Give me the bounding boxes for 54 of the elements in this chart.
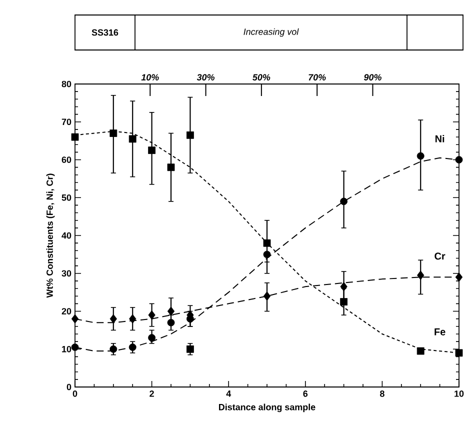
point <box>186 345 194 353</box>
x-tick-label: 4 <box>226 390 232 397</box>
x2-tick-label: 90% <box>364 74 382 80</box>
y-tick-label: 40 <box>62 232 72 239</box>
legend-label: Ni <box>435 135 444 142</box>
point <box>455 272 463 282</box>
point <box>148 310 156 320</box>
y-tick-label: 20 <box>62 308 72 314</box>
point <box>263 250 271 258</box>
text: SS316 <box>92 29 118 36</box>
y-tick-label: 50 <box>62 194 72 201</box>
y-tick-label: 80 <box>62 80 72 88</box>
point <box>71 344 79 351</box>
point <box>340 298 348 306</box>
point <box>263 291 271 301</box>
x2-tick-label: 50% <box>252 74 270 80</box>
y-tick-label: 30 <box>62 270 72 277</box>
y-tick-label: 10 <box>62 346 72 352</box>
x-tick-label: 2 <box>150 390 154 397</box>
point <box>110 345 118 353</box>
point <box>455 156 463 164</box>
point <box>129 314 136 324</box>
point <box>128 135 136 143</box>
point <box>71 133 79 141</box>
x2-tick-label: 30% <box>196 74 214 80</box>
point <box>110 314 117 324</box>
y-axis-title: Wt% Constituents (Fe, Ni, Cr) <box>46 174 55 298</box>
x-tick-label: 6 <box>303 390 308 397</box>
point <box>416 347 424 355</box>
point <box>417 270 424 280</box>
x2-tick-label: 70% <box>308 74 326 80</box>
point <box>340 198 348 206</box>
y-tick-label: 70 <box>62 118 72 126</box>
x-tick-label: 8 <box>380 390 384 397</box>
text: Increasing vol <box>244 28 299 37</box>
point <box>110 130 118 137</box>
legend-label: Fe <box>434 328 446 336</box>
x-tick-label: 0 <box>72 390 78 397</box>
x-tick-label: 10 <box>454 390 464 397</box>
point <box>128 344 136 351</box>
point <box>455 349 463 357</box>
legend-label: Cr <box>434 252 446 260</box>
point <box>167 164 175 172</box>
y-tick-label: 60 <box>62 156 72 163</box>
point <box>148 146 156 154</box>
y-tick-label: 0 <box>66 384 72 390</box>
point <box>186 131 194 139</box>
x-axis-title: Distance along sample <box>219 404 316 412</box>
point <box>148 334 156 342</box>
point <box>167 318 175 326</box>
x2-tick-label: 10% <box>141 74 159 80</box>
point <box>263 239 271 247</box>
point <box>416 152 424 160</box>
point <box>71 314 79 324</box>
